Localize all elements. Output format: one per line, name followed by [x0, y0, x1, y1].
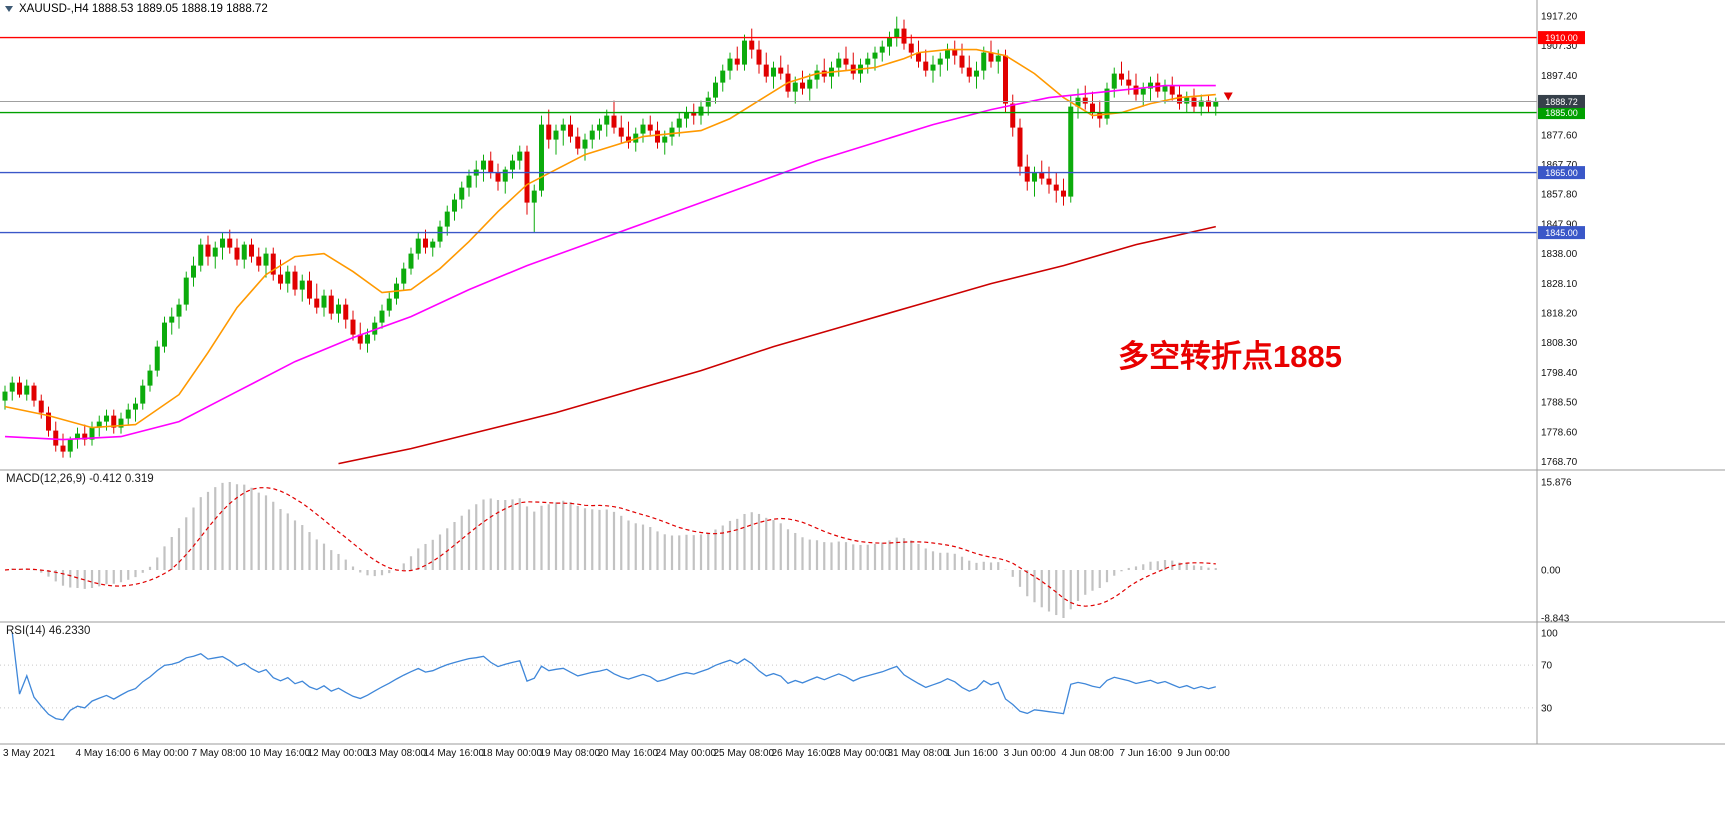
hline-1910.00[interactable]: 1910.00: [0, 31, 1585, 45]
svg-text:28 May 00:00: 28 May 00:00: [830, 748, 891, 759]
svg-text:0.00: 0.00: [1541, 566, 1561, 577]
svg-text:3 May 2021: 3 May 2021: [3, 748, 56, 759]
svg-text:26 May 16:00: 26 May 16:00: [772, 748, 833, 759]
svg-text:1828.10: 1828.10: [1541, 279, 1578, 290]
svg-text:1885.00: 1885.00: [1545, 108, 1578, 118]
svg-text:1768.70: 1768.70: [1541, 457, 1578, 468]
ma-slow-line: [338, 225, 1216, 465]
svg-text:6 May 00:00: 6 May 00:00: [134, 748, 189, 759]
svg-text:25 May 08:00: 25 May 08:00: [714, 748, 775, 759]
svg-text:1867.70: 1867.70: [1541, 160, 1578, 171]
ma-fast-line: [4, 48, 1216, 429]
symbol-overlay: XAUUSD-,H4 1888.53 1889.05 1888.19 1888.…: [5, 3, 268, 15]
svg-text:1888.72: 1888.72: [1545, 97, 1578, 107]
svg-text:1845.00: 1845.00: [1545, 228, 1578, 238]
svg-text:1838.00: 1838.00: [1541, 249, 1578, 260]
annotation: 多空转折点1885: [1118, 339, 1342, 374]
price-axis-labels[interactable]: 1917.201907.301897.401887.501877.601867.…: [1541, 12, 1578, 469]
svg-text:4 Jun 08:00: 4 Jun 08:00: [1062, 748, 1115, 759]
svg-text:1910.00: 1910.00: [1545, 33, 1578, 43]
svg-text:31 May 08:00: 31 May 08:00: [888, 748, 949, 759]
candles-layer: [2, 16, 1219, 458]
svg-text:19 May 08:00: 19 May 08:00: [540, 748, 601, 759]
svg-text:13 May 08:00: 13 May 08:00: [366, 748, 427, 759]
macd-indicator-label: MACD(12,26,9) -0.412 0.319: [6, 473, 154, 485]
macd-signal-line: [4, 486, 1216, 607]
svg-text:100: 100: [1541, 629, 1558, 640]
svg-text:1818.20: 1818.20: [1541, 309, 1578, 320]
ma-mid-line: [4, 84, 1216, 441]
one-click-trading-dropdown-icon[interactable]: [5, 6, 13, 12]
svg-text:1798.40: 1798.40: [1541, 368, 1578, 379]
svg-text:70: 70: [1541, 661, 1553, 672]
current-price-line: 1888.72: [0, 92, 1585, 108]
rsi-levels: [0, 664, 1537, 709]
svg-text:14 May 16:00: 14 May 16:00: [424, 748, 485, 759]
svg-text:3 Jun 00:00: 3 Jun 00:00: [1004, 748, 1057, 759]
hline-1845.00[interactable]: 1845.00: [0, 226, 1585, 240]
svg-text:1877.60: 1877.60: [1541, 130, 1578, 141]
svg-text:1917.20: 1917.20: [1541, 12, 1578, 23]
rsi-line: [11, 632, 1216, 721]
macd-axis-labels[interactable]: 15.876 0.00 -8.843: [1541, 478, 1572, 625]
svg-text:20 May 16:00: 20 May 16:00: [598, 748, 659, 759]
svg-text:12 May 00:00: 12 May 00:00: [308, 748, 369, 759]
svg-text:15.876: 15.876: [1541, 478, 1572, 489]
macd-histogram: [11, 482, 1217, 618]
price-arrow-icon: [1223, 92, 1233, 101]
svg-text:7 Jun 16:00: 7 Jun 16:00: [1120, 748, 1173, 759]
svg-text:24 May 00:00: 24 May 00:00: [656, 748, 717, 759]
svg-text:1778.60: 1778.60: [1541, 427, 1578, 438]
svg-text:1788.50: 1788.50: [1541, 398, 1578, 409]
svg-text:1808.30: 1808.30: [1541, 338, 1578, 349]
svg-text:-8.843: -8.843: [1541, 614, 1570, 625]
svg-text:18 May 00:00: 18 May 00:00: [482, 748, 543, 759]
svg-text:1907.30: 1907.30: [1541, 41, 1578, 52]
hline-1885.00[interactable]: 1885.00: [0, 106, 1585, 120]
rsi-indicator-label: RSI(14) 46.2330: [6, 625, 91, 637]
date-axis-labels[interactable]: 3 May 2021 4 May 16:00 6 May 00:00 7 May 08…: [3, 748, 1230, 759]
svg-text:1897.40: 1897.40: [1541, 71, 1578, 82]
svg-text:30: 30: [1541, 703, 1553, 714]
svg-text:1847.90: 1847.90: [1541, 219, 1578, 230]
svg-text:1865.00: 1865.00: [1545, 168, 1578, 178]
svg-text:9 Jun 00:00: 9 Jun 00:00: [1178, 748, 1231, 759]
svg-text:7 May 08:00: 7 May 08:00: [192, 748, 247, 759]
symbol-ohlc-text: XAUUSD-,H4 1888.53 1889.05 1888.19 1888.…: [19, 3, 268, 15]
hline-1865.00[interactable]: 1865.00: [0, 166, 1585, 180]
svg-text:1857.80: 1857.80: [1541, 190, 1578, 201]
svg-text:10 May 16:00: 10 May 16:00: [250, 748, 311, 759]
svg-text:4 May 16:00: 4 May 16:00: [76, 748, 131, 759]
panel-separators: [0, 0, 1725, 745]
svg-text:1 Jun 16:00: 1 Jun 16:00: [946, 748, 999, 759]
rsi-axis-labels[interactable]: 100 70 30: [1541, 629, 1558, 715]
